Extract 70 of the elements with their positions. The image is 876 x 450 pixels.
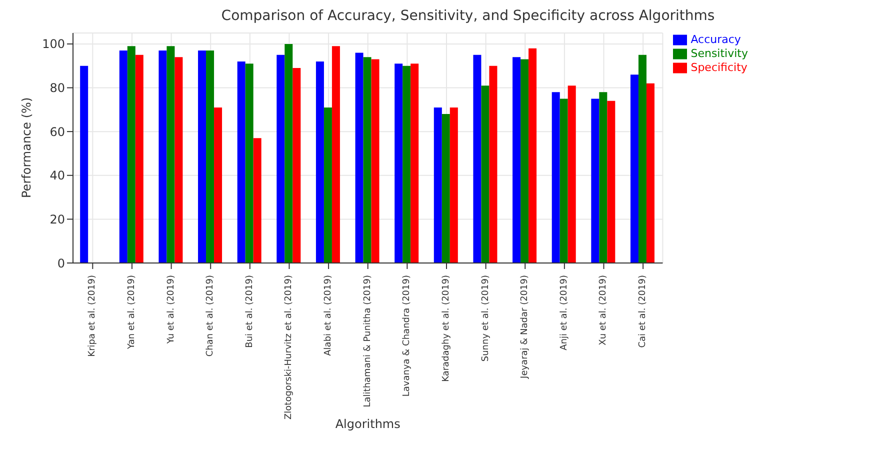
bar xyxy=(599,92,608,263)
y-tick-label: 80 xyxy=(50,81,65,96)
bar xyxy=(607,100,616,263)
bar xyxy=(206,50,214,263)
y-tick-label: 60 xyxy=(50,124,65,139)
x-tick-label: Yan et al. (2019) xyxy=(126,275,137,350)
bar xyxy=(135,54,144,263)
bar xyxy=(158,50,167,263)
x-tick-label: Yu et al. (2019) xyxy=(166,275,176,345)
bar xyxy=(253,138,262,263)
bar xyxy=(591,98,600,263)
y-tick-label: 20 xyxy=(50,212,65,226)
bar xyxy=(646,83,654,263)
bar xyxy=(166,46,175,263)
bar xyxy=(284,44,293,263)
bar xyxy=(442,114,450,263)
x-axis-title: Algorithms xyxy=(335,417,400,431)
bar xyxy=(512,57,521,263)
y-tick-label: 100 xyxy=(42,37,65,52)
x-tick-label: Jeyaraj & Nadar (2019) xyxy=(520,275,530,380)
x-tick-label: Cai et al. (2019) xyxy=(638,275,648,348)
x-tick-label: Lavanya & Chandra (2019) xyxy=(402,275,412,397)
y-tick-label: 40 xyxy=(50,168,65,183)
bar xyxy=(119,50,128,263)
x-tick-label: Chan et al. (2019) xyxy=(206,275,216,357)
bar xyxy=(520,59,529,263)
bar xyxy=(324,107,332,263)
bar xyxy=(402,66,411,263)
legend-label: Specificity xyxy=(690,61,748,74)
bar xyxy=(473,54,482,263)
bar xyxy=(568,86,576,263)
bar xyxy=(237,61,246,263)
bar xyxy=(638,54,646,263)
bar xyxy=(560,98,568,263)
bar xyxy=(363,57,372,263)
legend-label: Accuracy xyxy=(690,33,741,46)
bar xyxy=(198,50,206,263)
x-tick-label: Lalithamani & Punitha (2019) xyxy=(362,275,373,408)
bar xyxy=(528,48,537,263)
bar xyxy=(127,46,136,263)
legend-label: Sensitivity xyxy=(690,47,748,60)
x-tick-label: Zlotogorski-Hurvitz et al. (2019) xyxy=(284,275,294,420)
bar xyxy=(371,59,380,263)
bar xyxy=(489,66,498,263)
bar xyxy=(434,107,442,263)
bar xyxy=(552,92,560,263)
bar xyxy=(245,64,254,263)
chart-title: Comparison of Accuracy, Sensitivity, and Specificity across Algorithms xyxy=(220,8,716,26)
bar xyxy=(394,64,403,263)
bar xyxy=(450,107,458,263)
y-axis-title: Performance (%) xyxy=(19,97,34,198)
bar xyxy=(276,54,285,263)
bar xyxy=(292,68,301,263)
x-tick-label: Karadaghy et al. (2019) xyxy=(441,275,452,382)
bar xyxy=(80,66,88,263)
bar xyxy=(174,57,183,263)
x-tick-label: Anji et al. (2019) xyxy=(559,275,570,350)
x-tick-label: Xu et al. (2019) xyxy=(598,275,609,346)
bar xyxy=(355,52,364,263)
y-tick-label: 0 xyxy=(57,256,65,270)
bar xyxy=(332,46,340,263)
bar xyxy=(214,107,222,263)
bar xyxy=(481,86,490,263)
bar xyxy=(410,64,419,263)
bar xyxy=(630,74,638,263)
x-tick-label: Kripa et al. (2019) xyxy=(88,275,98,357)
x-tick-label: Sunny et al. (2019) xyxy=(480,275,491,362)
x-tick-label: Bui et al. (2019) xyxy=(244,275,255,348)
bar xyxy=(316,61,324,263)
x-tick-label: Alabi et al. (2019) xyxy=(324,275,334,356)
